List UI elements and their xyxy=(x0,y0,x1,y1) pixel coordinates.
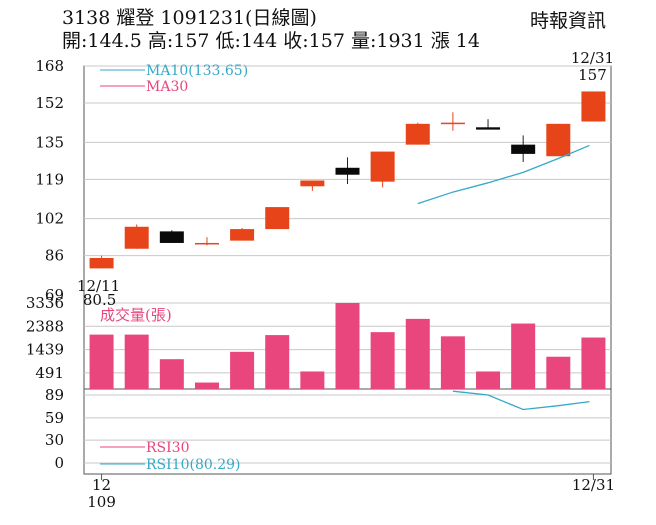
ma10-legend-label: MA10(133.65) xyxy=(146,63,248,79)
price-tick-label: 86 xyxy=(45,247,64,265)
rsi-tick-label: 89 xyxy=(45,386,64,404)
rsi-tick-label: 59 xyxy=(45,409,64,427)
volume-bar xyxy=(440,336,465,389)
candle-up xyxy=(89,257,114,269)
volume-bar xyxy=(230,351,255,389)
candle-up xyxy=(370,151,395,182)
volume-tick-label: 491 xyxy=(35,364,64,382)
volume-bar xyxy=(581,337,606,389)
candle-up xyxy=(194,242,219,245)
first-price-annotation: 80.5 xyxy=(83,291,116,309)
price-panel-frame xyxy=(83,65,612,304)
volume-bar xyxy=(476,371,501,389)
candle-up xyxy=(405,123,430,145)
volume-tick-label: 2388 xyxy=(26,317,64,335)
last-price-annotation: 157 xyxy=(578,66,607,84)
candle-down xyxy=(159,231,184,243)
candle-up xyxy=(230,229,255,241)
volume-bar xyxy=(511,323,536,389)
volume-title: 成交量(張) xyxy=(100,306,172,324)
price-tick-label: 69 xyxy=(45,286,64,304)
candle-down xyxy=(335,167,360,175)
price-tick-label: 168 xyxy=(35,57,64,75)
x-tick-label: 12/31 xyxy=(572,476,615,494)
volume-bar xyxy=(300,371,325,389)
ohlc-summary-line: 開:144.5 高:157 低:144 收:157 量:1931 漲 14 xyxy=(62,30,480,52)
volume-bar xyxy=(546,356,571,389)
volume-bar xyxy=(370,332,395,389)
candle-up xyxy=(300,180,325,187)
volume-bar xyxy=(194,382,219,389)
price-tick-label: 119 xyxy=(35,170,64,188)
volume-bar xyxy=(89,334,114,389)
volume-bar xyxy=(159,359,184,389)
candle-up xyxy=(265,207,290,230)
price-tick-label: 135 xyxy=(35,133,64,151)
price-tick-label: 102 xyxy=(35,210,64,228)
price-tick-label: 152 xyxy=(35,94,64,112)
candle-up xyxy=(581,91,606,122)
source-label: 時報資訊 xyxy=(530,10,607,32)
candle-up xyxy=(124,226,149,249)
volume-bar xyxy=(405,318,430,389)
rsi-tick-label: 30 xyxy=(45,431,64,449)
rsi-tick-label: 0 xyxy=(54,454,64,472)
ma10-line xyxy=(417,144,590,205)
first-date-annotation: 12/11 xyxy=(77,277,120,295)
candle-up xyxy=(546,123,571,157)
volume-tick-label: 1439 xyxy=(26,341,64,359)
volume-bar xyxy=(335,303,360,389)
candle-down xyxy=(511,144,536,154)
x-tick-label: 12 xyxy=(92,476,111,494)
rsi10-line xyxy=(452,390,590,411)
ma30-legend-label: MA30 xyxy=(146,79,188,95)
candle-up xyxy=(440,122,465,125)
rsi10-legend-label: RSI10(80.29) xyxy=(146,457,240,473)
volume-bar xyxy=(265,335,290,389)
x-tick-sublabel: 109 xyxy=(87,493,116,511)
candle-down xyxy=(476,127,501,130)
rsi30-legend-label: RSI30 xyxy=(146,440,189,456)
last-date-annotation: 12/31 xyxy=(571,49,614,67)
volume-bar xyxy=(124,334,149,389)
volume-tick-label: 3336 xyxy=(26,294,64,312)
chart-title-line: 3138 耀登 1091231(日線圖) xyxy=(62,7,317,29)
